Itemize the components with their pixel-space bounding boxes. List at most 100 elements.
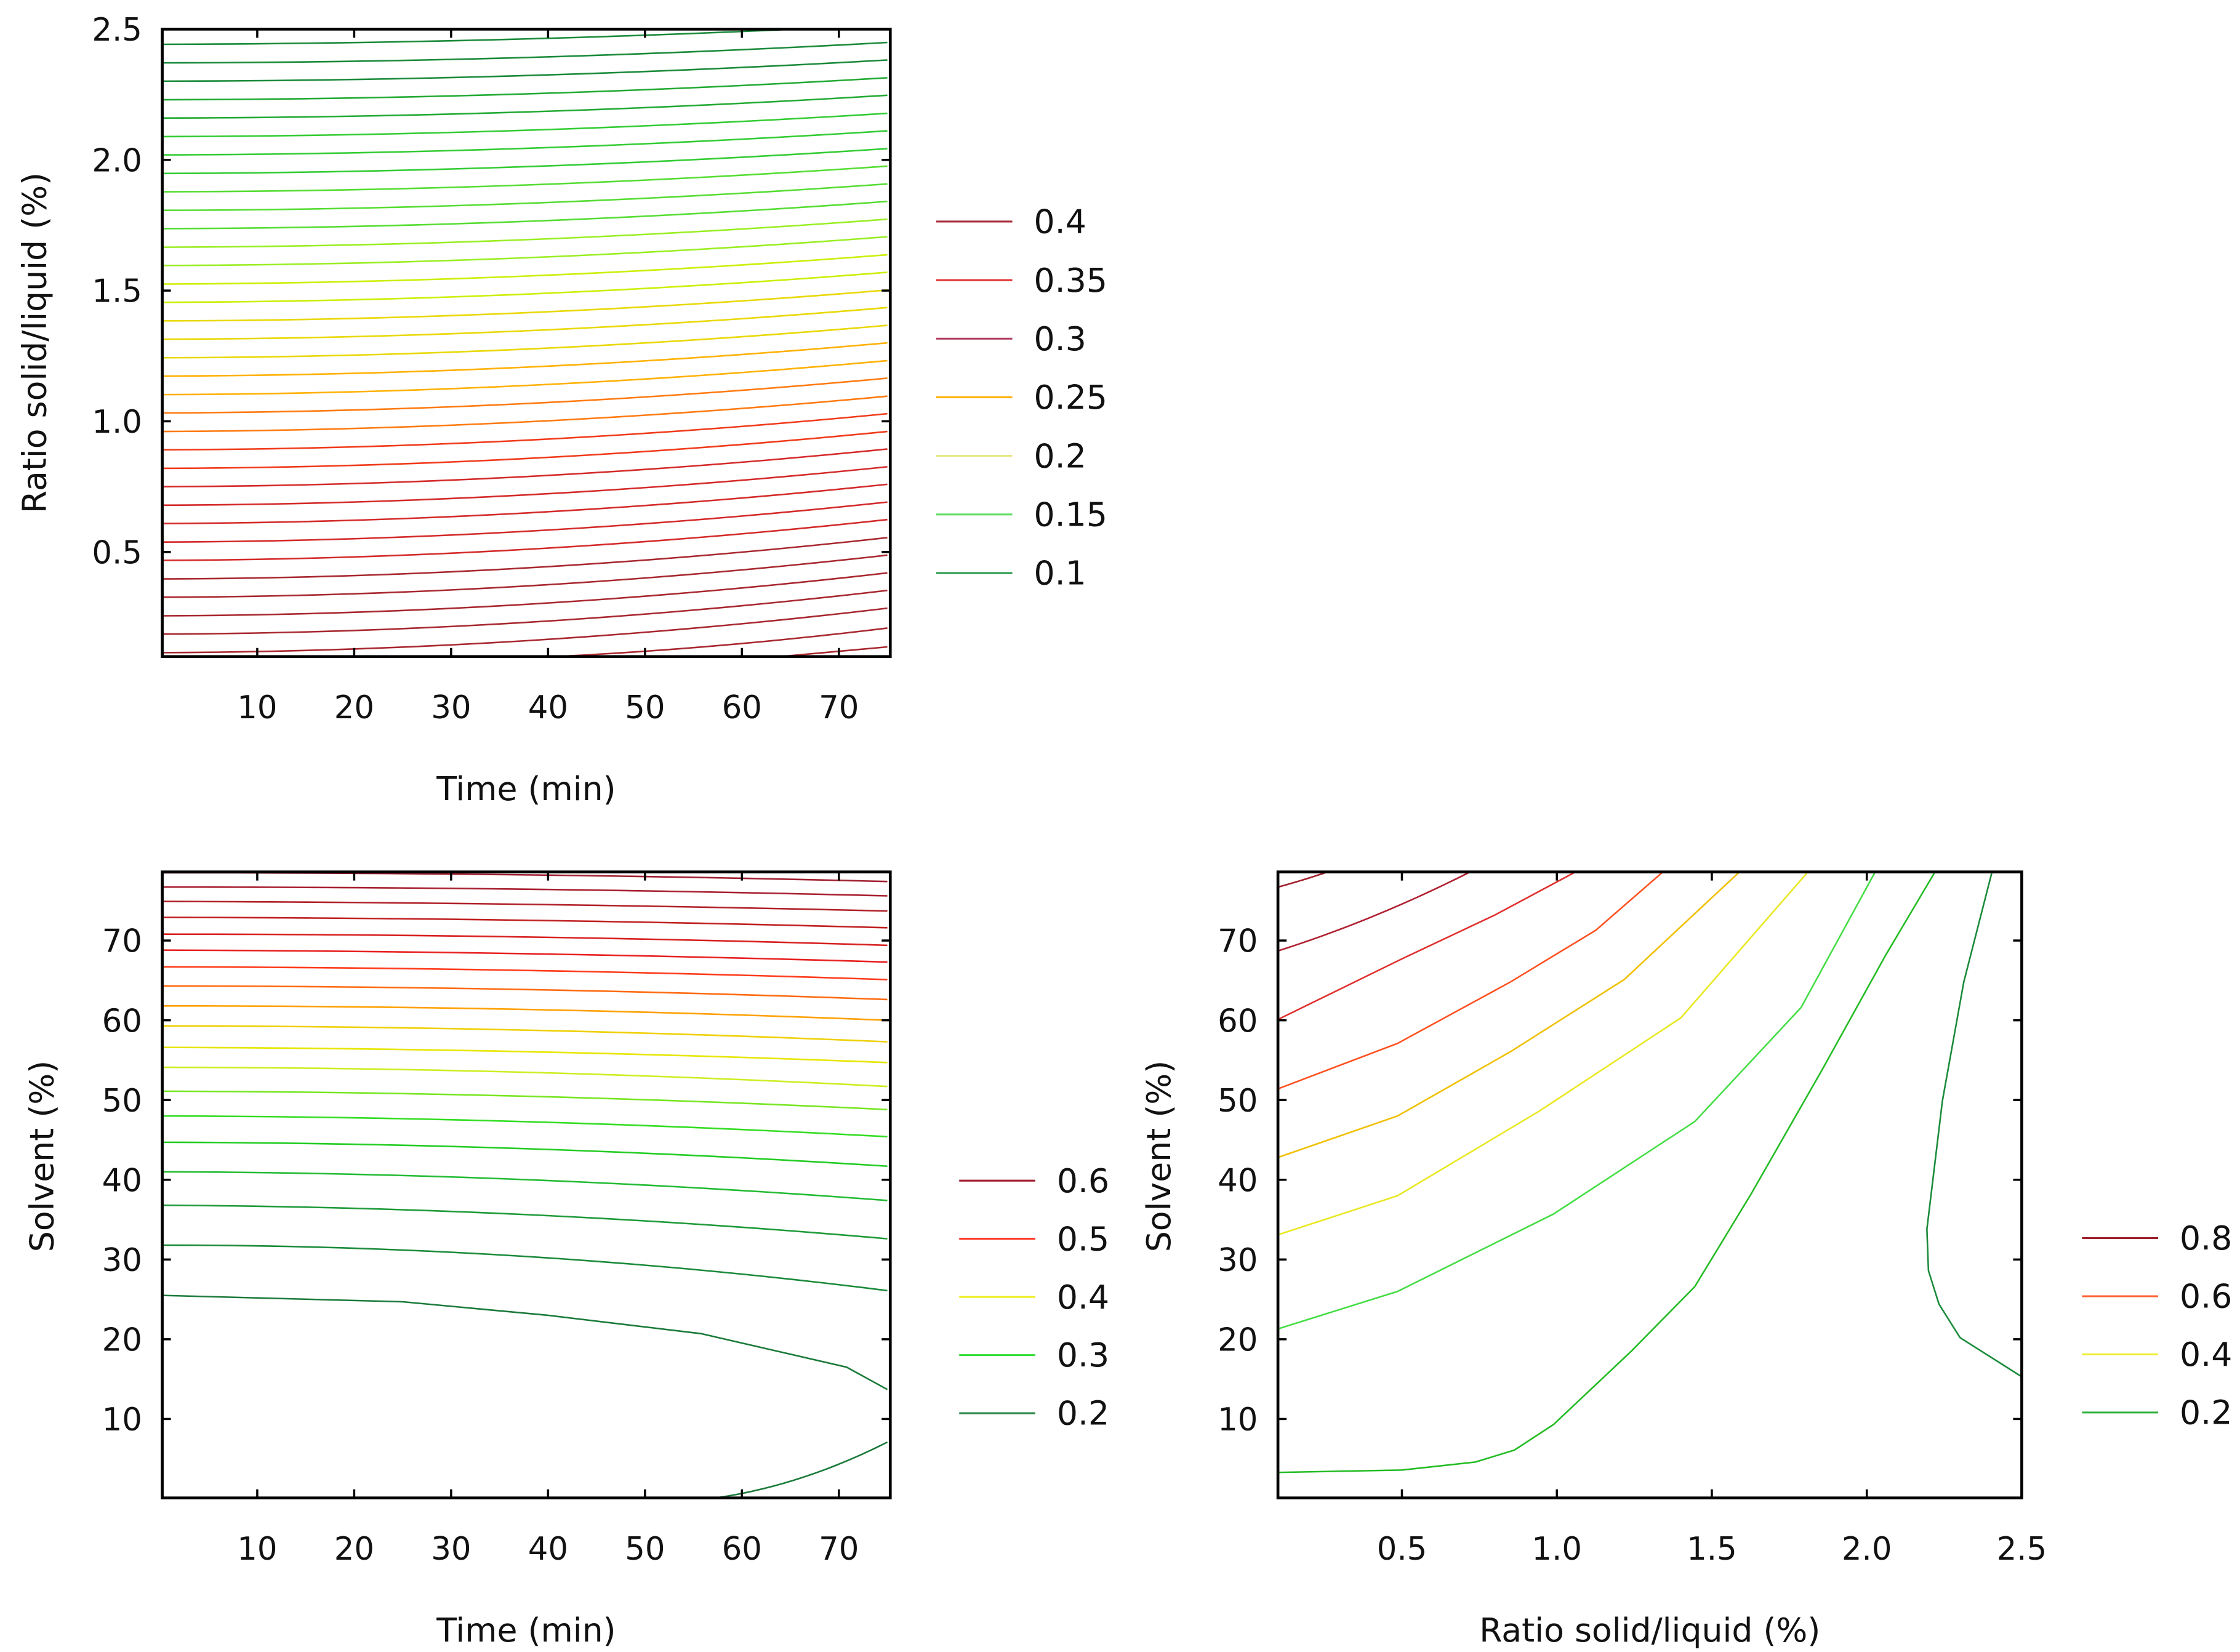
contour-line (162, 590, 888, 635)
contour-lines (1278, 872, 2022, 1474)
legend-label: 0.5 (1057, 1219, 1109, 1258)
contour-line (555, 627, 888, 657)
contour-line (162, 218, 888, 248)
contour-line (1278, 872, 1936, 1474)
contour-line (162, 41, 888, 64)
contour-line (162, 448, 888, 487)
x-tick-label: 30 (431, 689, 471, 726)
contour-line (162, 412, 888, 451)
legend-label: 0.8 (2180, 1219, 2232, 1257)
contour-line (162, 183, 888, 211)
contour-line (781, 646, 888, 657)
legend-label: 0.15 (1034, 495, 1107, 534)
x-tick-label: 2.0 (1842, 1531, 1892, 1568)
contour-line (162, 916, 888, 929)
contour-line (162, 94, 888, 119)
contour-plot-time-ratio: 10 20 30 40 50 60 70 0.5 1.0 1.5 2.0 2.5 Time (min) R… (15, 12, 1107, 808)
legend-label: 0.6 (2180, 1277, 2232, 1316)
y-tick-label: 2.5 (92, 12, 142, 49)
contour-line (162, 554, 888, 598)
contour-line (1278, 872, 1471, 952)
legend-label: 0.2 (1057, 1394, 1109, 1433)
contour-line (1278, 872, 1740, 1158)
contour-plot-time-solvent: 10 20 30 40 50 60 70 10 20 30 40 50 60 70 Time (min) So… (22, 870, 1109, 1650)
legend-label: 0.35 (1034, 261, 1107, 300)
contour-line (1278, 872, 1664, 1090)
contour-lines (162, 29, 888, 657)
legend-label: 0.2 (1034, 436, 1086, 475)
legend-label: 0.2 (2180, 1393, 2232, 1432)
contour-line (162, 1244, 888, 1292)
contour-line (162, 572, 888, 617)
legend-label: 0.4 (1057, 1278, 1109, 1317)
contour-line (162, 1115, 888, 1138)
contour-line (162, 236, 888, 267)
y-tick-label: 1.5 (92, 273, 142, 310)
legend-label: 0.3 (1034, 319, 1086, 358)
contour-line (162, 200, 888, 230)
contour-line (162, 1141, 888, 1168)
contour-line (162, 872, 888, 883)
contour-line (162, 430, 888, 470)
contour-line (162, 518, 888, 561)
contour-plot-ratio-solvent: 0.5 1.0 1.5 2.0 2.5 10 20 30 40 50 60 70 Ratio solid… (1139, 870, 2232, 1650)
contour-line (162, 165, 888, 193)
x-tick-label: 40 (528, 1531, 568, 1568)
contour-line (162, 1204, 888, 1240)
contour-line (162, 1025, 888, 1043)
contour-line (162, 985, 888, 1001)
y-tick-label: 70 (1218, 923, 1258, 960)
plot-frame (1276, 870, 2023, 1500)
y-tick-label: 0.5 (92, 535, 142, 572)
contour-line (162, 483, 888, 524)
contour-line (162, 395, 888, 433)
contour-line (162, 1171, 888, 1201)
legend-label: 0.1 (1034, 554, 1086, 593)
contour-line (162, 377, 888, 414)
x-tick-label: 20 (334, 689, 374, 726)
y-tick-label: 1.0 (92, 404, 142, 441)
contour-line (715, 1441, 888, 1498)
y-axis-label: Solvent (%) (22, 1061, 61, 1252)
x-tick-label: 30 (431, 1531, 471, 1568)
contour-line (1926, 872, 2022, 1377)
x-tick-label: 70 (819, 689, 859, 726)
contour-line (162, 966, 888, 980)
x-tick-label: 50 (625, 689, 665, 726)
contour-line (1278, 872, 1328, 888)
legend-label: 0.4 (1034, 202, 1086, 241)
contour-line (162, 886, 888, 897)
contour-line (162, 307, 888, 340)
contour-lines (162, 872, 888, 1498)
contour-line (162, 537, 888, 580)
contour-line (1278, 872, 1809, 1236)
contour-line (162, 1090, 888, 1111)
y-axis-label: Ratio solid/liquid (%) (15, 172, 54, 513)
y-tick-label: 50 (102, 1083, 142, 1120)
contour-line (162, 148, 888, 175)
contour-line (162, 1046, 888, 1064)
contour-line (162, 933, 888, 947)
y-tick-label: 10 (1218, 1401, 1258, 1438)
contour-line (162, 342, 888, 377)
x-tick-label: 1.5 (1687, 1531, 1737, 1568)
contour-line (162, 29, 813, 46)
contour-line (162, 1005, 888, 1021)
contour-line (162, 59, 888, 82)
contour-line (162, 900, 888, 912)
y-tick-label: 30 (1218, 1242, 1258, 1279)
x-tick-label: 1.0 (1531, 1531, 1582, 1568)
contour-line (162, 324, 888, 359)
y-tick-label: 40 (1218, 1162, 1258, 1199)
legend: 0.6 0.5 0.4 0.3 0.2 (959, 1161, 1109, 1433)
legend-label: 0.4 (2180, 1335, 2232, 1374)
contour-line (162, 254, 888, 285)
legend: 0.4 0.35 0.3 0.25 0.2 0.15 0.1 (936, 202, 1107, 593)
y-axis-label: Solvent (%) (1139, 1061, 1178, 1252)
legend-label: 0.25 (1034, 378, 1107, 417)
x-tick-label: 40 (528, 689, 568, 726)
y-tick-label: 40 (102, 1162, 142, 1199)
contour-line (162, 359, 888, 396)
x-tick-label: 10 (237, 689, 277, 726)
